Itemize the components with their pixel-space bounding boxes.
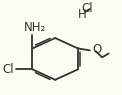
Text: H: H [78,8,87,21]
Text: Cl: Cl [2,63,14,76]
Text: O: O [92,43,102,56]
Text: Cl: Cl [82,2,93,15]
Text: NH₂: NH₂ [24,21,46,34]
